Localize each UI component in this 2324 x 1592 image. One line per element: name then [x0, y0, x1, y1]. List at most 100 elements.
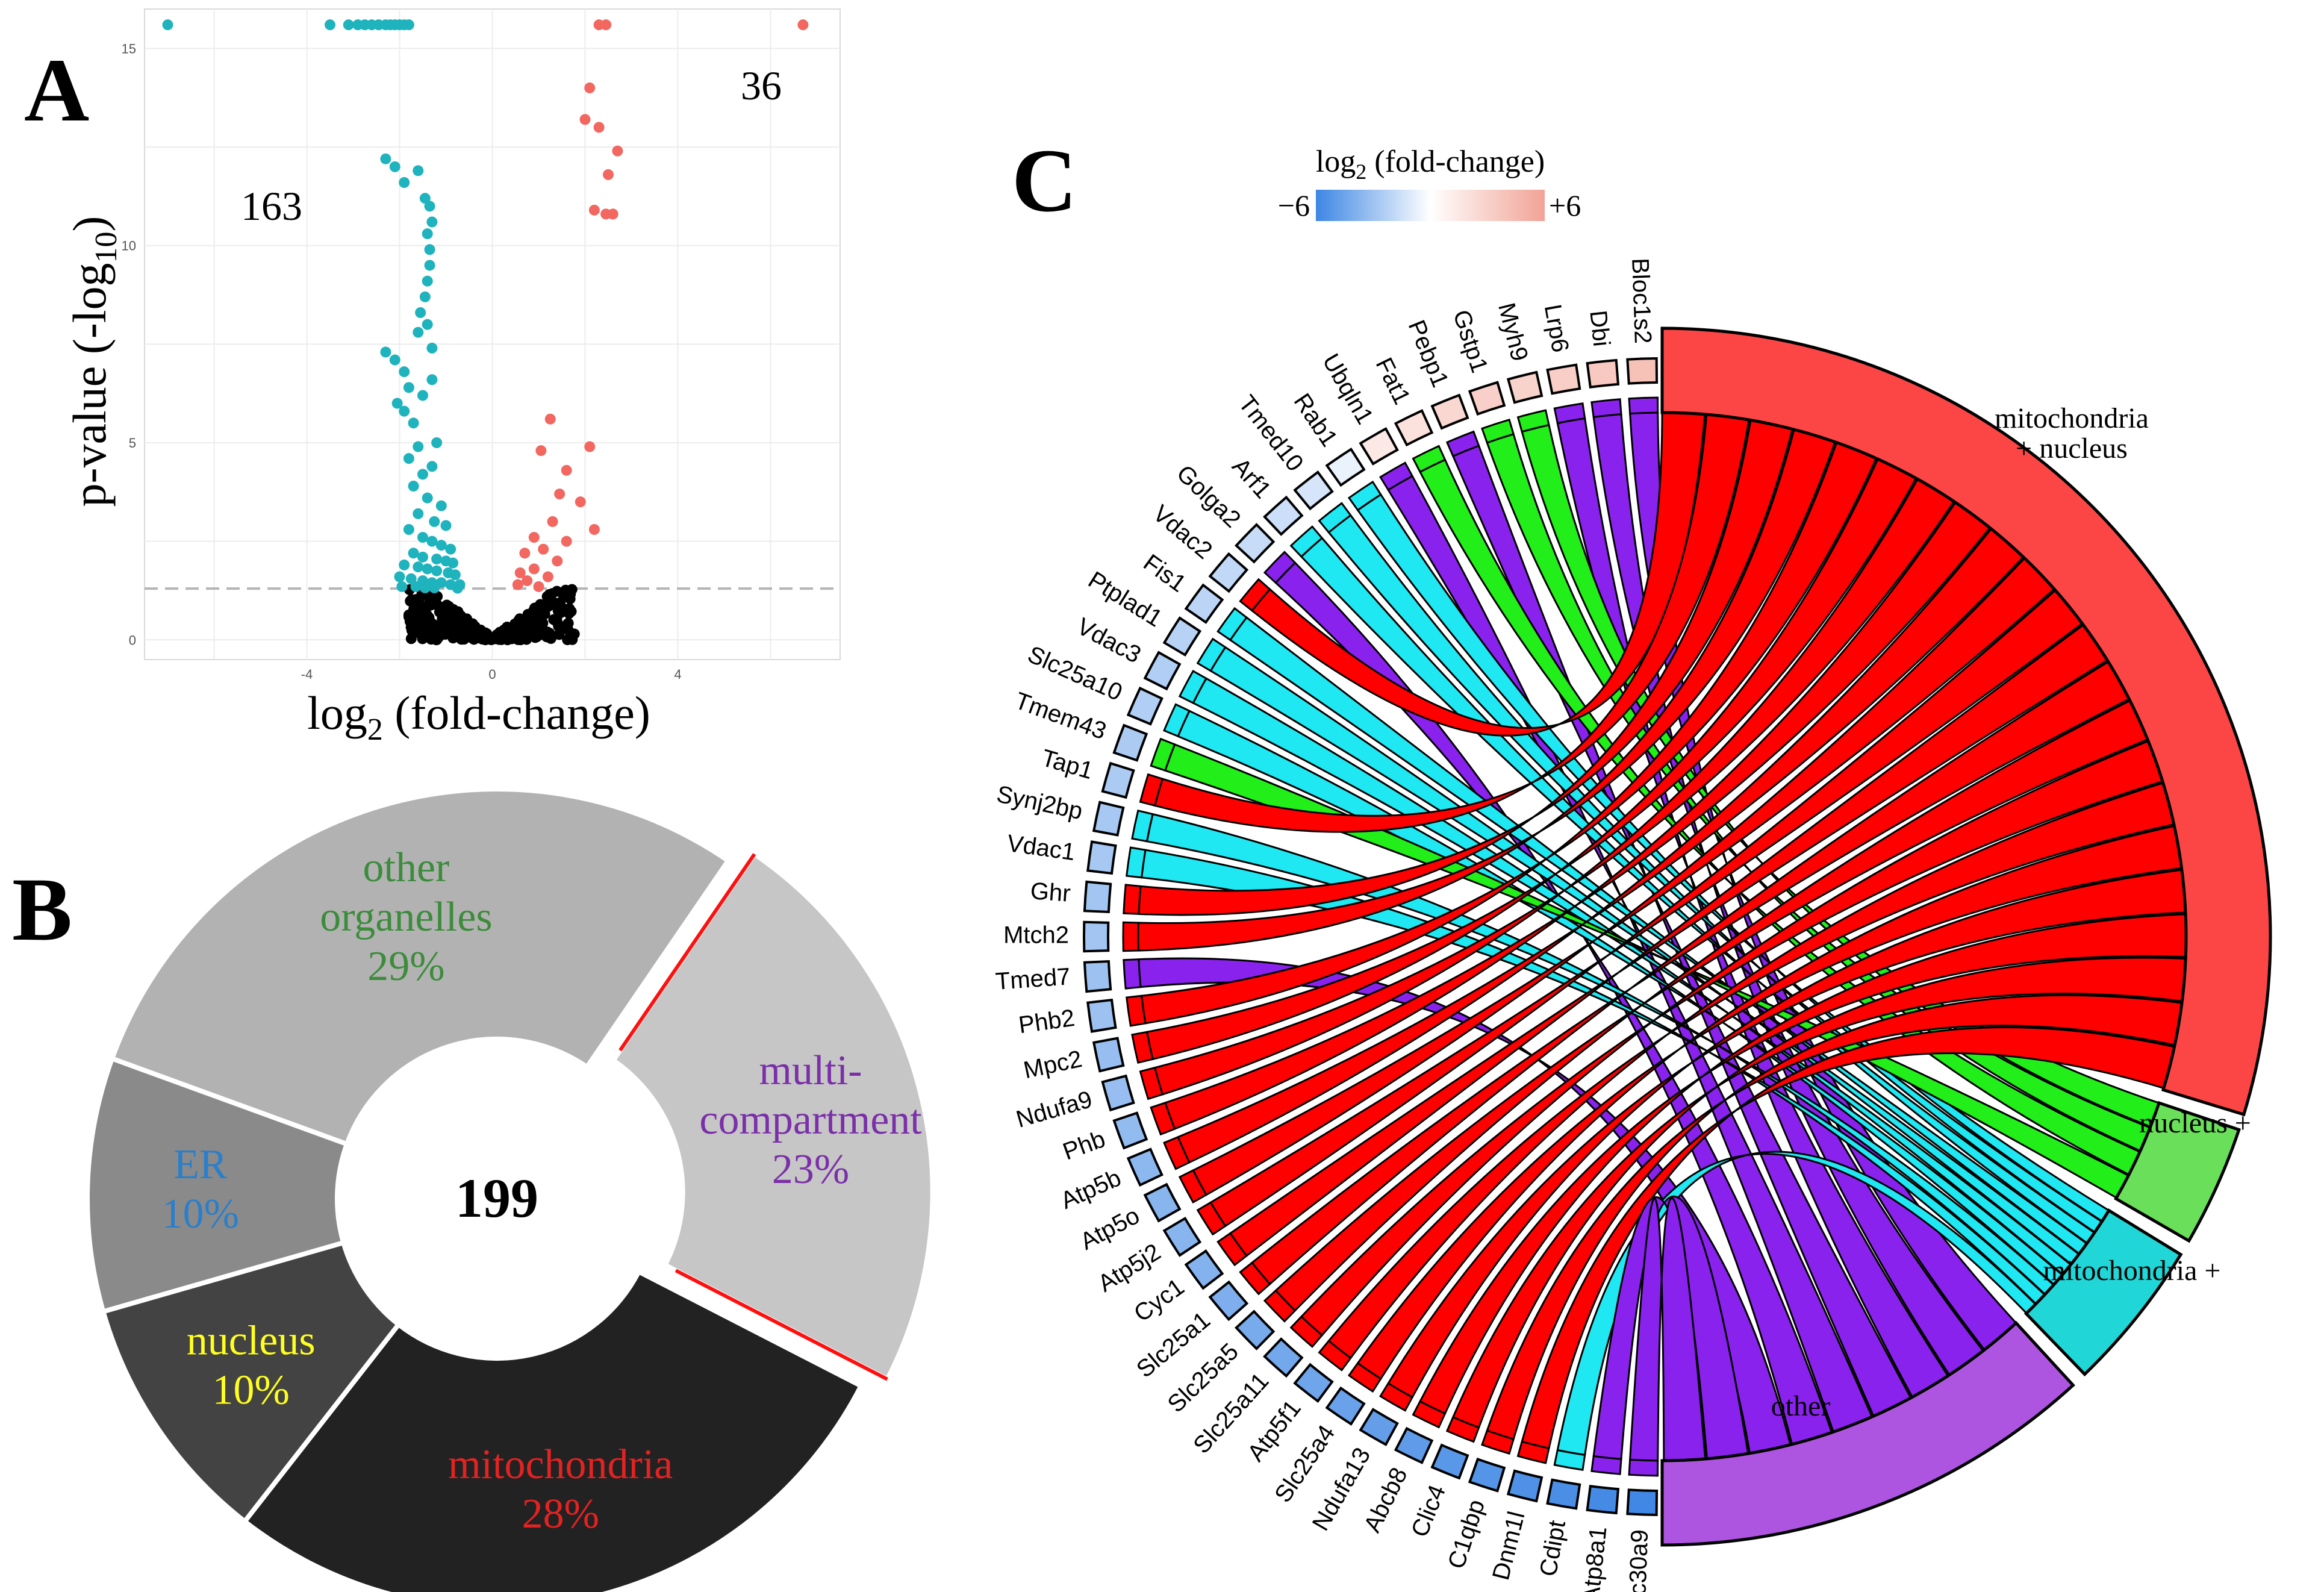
data-points	[162, 19, 809, 646]
x-tick-label: 4	[674, 667, 681, 682]
gene-label-fat1: Fat1	[1371, 354, 1416, 408]
legend-title: log2 (fold-change)	[1316, 145, 1545, 184]
gene-segment-tap1	[1139, 773, 1164, 807]
point-up-regulated	[593, 122, 605, 133]
donut-label-other-organelles: 29%	[367, 943, 444, 990]
gene-segment-c1qbp	[1481, 1429, 1515, 1455]
gene-label-c1qbp: C1qbp	[1443, 1496, 1490, 1572]
gene-segment-cyc1	[1217, 1232, 1248, 1267]
fold-change-box-c1qbp	[1468, 1457, 1506, 1493]
panel-letter-c: C	[1012, 131, 1077, 231]
point-down-regulated	[413, 326, 424, 338]
point-up-regulated	[612, 145, 623, 157]
x-tick-label: 0	[488, 667, 496, 682]
point-down-regulated	[435, 540, 447, 551]
point-down-regulated	[417, 532, 428, 543]
point-down-regulated	[422, 492, 433, 504]
donut-label-er: 10%	[162, 1191, 239, 1237]
fold-change-box-slc25a10	[1126, 686, 1164, 726]
point-not-significant	[502, 634, 513, 646]
point-up-regulated	[519, 548, 531, 559]
gene-label-phb2: Phb2	[1017, 1005, 1077, 1039]
gene-segment-fat1	[1412, 445, 1447, 473]
y-tick-label: 0	[129, 632, 136, 648]
gene-label-ghr: Ghr	[1030, 878, 1072, 907]
category-label-mitonuc: + nucleus	[2016, 432, 2128, 464]
x-axis-label: log2 (fold-change)	[307, 687, 650, 747]
gene-label-phb: Phb	[1059, 1126, 1109, 1166]
gene-segment-synj2bp	[1131, 809, 1154, 843]
donut-slices	[85, 787, 935, 1592]
category-arc-mito	[2023, 1208, 2183, 1377]
point-down-regulated	[426, 216, 438, 228]
fold-change-box-dnm1l	[1506, 1469, 1544, 1503]
fold-change-box-mpc2	[1092, 1037, 1125, 1073]
point-down-regulated	[343, 19, 354, 31]
point-down-regulated	[325, 19, 335, 31]
fold-change-box-lrp6	[1546, 363, 1581, 395]
gene-segment-cdipt	[1553, 1449, 1586, 1471]
chord-diagram: log2 (fold-change) −6 +6 Bloc1s2DbiLrp6M…	[994, 145, 2272, 1592]
point-up-regulated	[579, 114, 591, 125]
donut-label-nucleus: 10%	[213, 1367, 290, 1413]
category-labels: mitochondria+ nucleus nucleus + mitochondr…	[1771, 402, 2251, 1422]
gene-segment-vdac3	[1178, 669, 1207, 705]
fold-change-box-cyc1	[1184, 1249, 1224, 1290]
point-up-regulated	[528, 532, 540, 543]
gene-label-cyc1: Cyc1	[1129, 1273, 1189, 1327]
gene-label-slc30a9: Slc30a9	[1624, 1529, 1653, 1592]
gene-label-atp8a1: Atp8a1	[1577, 1525, 1612, 1592]
point-down-regulated	[424, 260, 435, 271]
fold-change-box-golga2	[1235, 523, 1276, 564]
donut-center-total: 199	[455, 1167, 538, 1229]
point-down-regulated	[426, 374, 438, 386]
point-up-regulated	[584, 441, 596, 452]
category-arc-nucleus	[2114, 1100, 2241, 1243]
donut-label-multi-compartment: compartment	[699, 1097, 922, 1143]
point-not-significant	[482, 631, 493, 643]
point-down-regulated	[419, 193, 431, 204]
gene-label-bloc1s2: Bloc1s2	[1627, 258, 1656, 345]
point-down-regulated	[435, 500, 447, 511]
gene-label-tap1: Tap1	[1038, 744, 1096, 784]
point-down-regulated	[408, 481, 419, 492]
point-down-regulated	[389, 161, 400, 172]
point-down-regulated	[452, 582, 463, 594]
fold-change-box-tmed10	[1293, 470, 1334, 511]
point-not-significant	[555, 597, 566, 608]
gene-segment-vdac2	[1239, 578, 1271, 612]
gene-segment-phb2	[1126, 994, 1147, 1027]
gene-label-tmed7: Tmed7	[994, 963, 1071, 995]
point-down-regulated	[431, 437, 443, 448]
donut-label-er: ER	[173, 1141, 228, 1188]
point-down-regulated	[417, 469, 428, 480]
fold-change-box-synj2bp	[1092, 801, 1125, 837]
point-down-regulated	[424, 244, 435, 255]
category-label-other: other	[1771, 1390, 1831, 1422]
point-down-regulated	[424, 201, 435, 212]
category-label-mitonuc: mitochondria	[1995, 402, 2149, 434]
point-up-regulated	[512, 579, 523, 590]
fold-change-box-ubqln1	[1359, 427, 1399, 466]
point-down-regulated	[408, 417, 419, 429]
plot-grid	[145, 9, 840, 660]
donut-label-multi-compartment: multi-	[759, 1047, 862, 1094]
gene-label-abcb8: Abcb8	[1359, 1464, 1413, 1537]
multi-compartment-edge-line	[618, 853, 756, 1052]
donut-label-multi-compartment: 23%	[772, 1146, 849, 1193]
point-down-regulated	[426, 342, 438, 354]
point-up-regulated	[544, 413, 556, 425]
legend-max-label: +6	[1549, 189, 1581, 222]
gene-label-vdac3: Vdac3	[1073, 613, 1145, 669]
gene-segment-clic4	[1445, 1416, 1480, 1443]
point-down-regulated	[162, 19, 173, 31]
point-not-significant	[423, 625, 434, 637]
point-up-regulated	[514, 567, 526, 578]
fold-change-box-fat1	[1394, 409, 1434, 447]
gene-label-dbi: Dbi	[1584, 309, 1615, 348]
gene-segment-atp5o	[1178, 1169, 1207, 1204]
point-up-regulated	[554, 489, 565, 500]
point-not-significant	[515, 634, 526, 646]
gene-segment-atp5b	[1163, 1135, 1191, 1170]
